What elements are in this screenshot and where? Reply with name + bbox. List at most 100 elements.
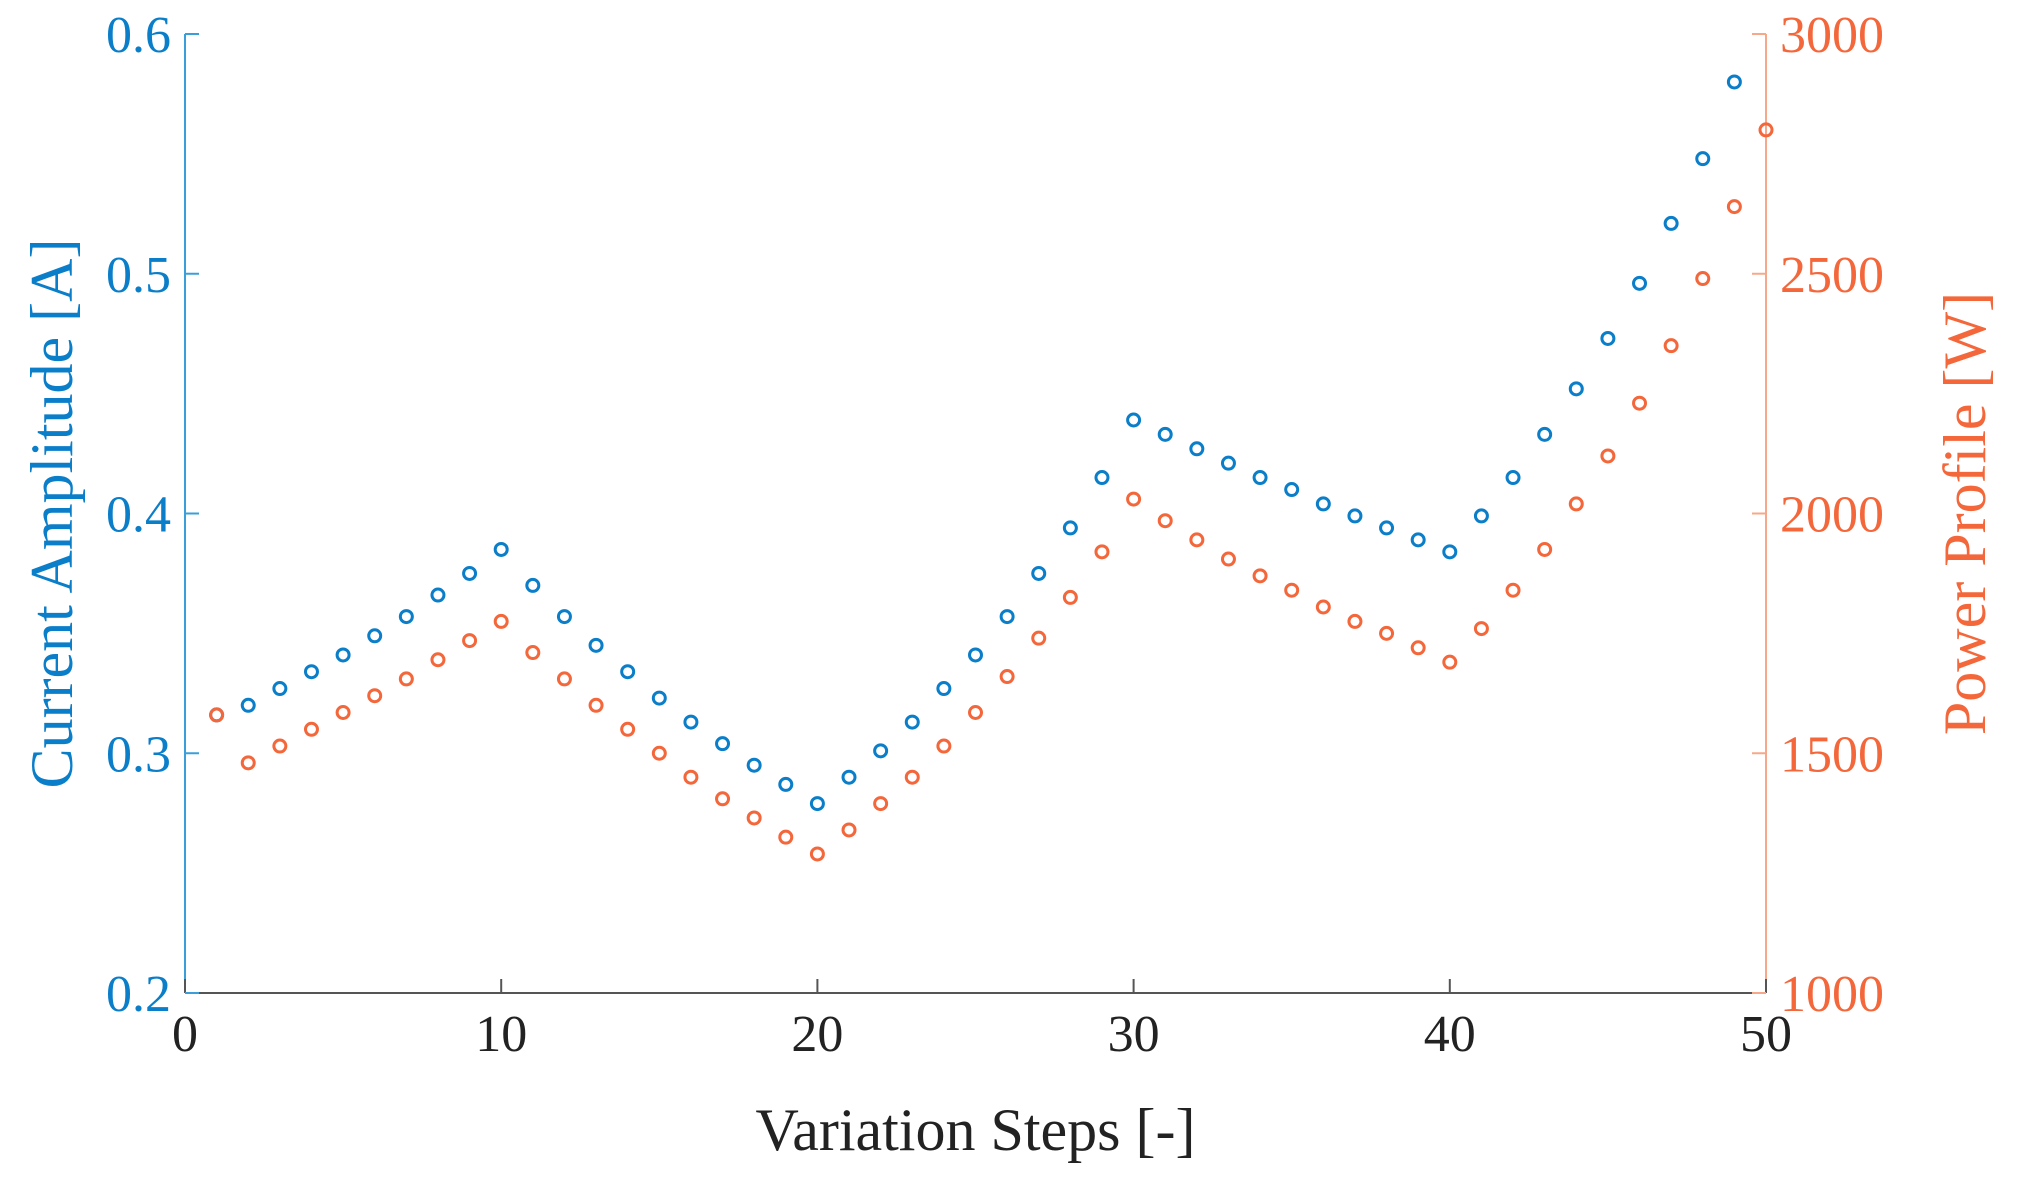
power-profile-point [1252,568,1268,584]
current-amplitude-point [588,637,604,653]
power-profile-point [999,669,1015,685]
current-amplitude-point [1600,330,1616,346]
axes [184,34,1767,994]
left-y-tick-label: 0.4 [106,487,171,544]
current-amplitude-point [1094,470,1110,486]
current-amplitude-point [746,757,762,773]
x-tick-label: 30 [1108,1006,1160,1063]
power-profile-point [778,829,794,845]
current-amplitude-point [683,714,699,730]
current-amplitude-point [556,609,572,625]
power-profile-point [1031,630,1047,646]
power-profile-point [335,704,351,720]
power-profile-point [1473,621,1489,637]
x-tick-label: 0 [172,1006,198,1063]
x-axis-title: Variation Steps [-] [756,1097,1196,1163]
current-amplitude-point [1284,482,1300,498]
power-profile-point [430,652,446,668]
current-amplitude-point [1252,470,1268,486]
current-amplitude-point [1157,426,1173,442]
current-amplitude-point [1379,520,1395,536]
power-profile-point [367,688,383,704]
current-amplitude-point [272,681,288,697]
current-amplitude-point [873,743,889,759]
power-profile-point [556,671,572,687]
power-profile-point [968,704,983,720]
power-profile-point [493,613,509,629]
power-profile-point [303,721,319,737]
current-amplitude-point [936,681,952,697]
power-profile-point [1537,541,1553,557]
x-tick-label: 40 [1424,1006,1476,1063]
left-y-tick-label: 0.2 [106,966,171,1023]
power-profile-point [1758,122,1774,138]
current-amplitude-point [240,697,256,713]
current-amplitude-point [1537,426,1553,442]
power-profile-point [1726,199,1742,215]
tick-labels: 0 10 20 30 40 50 0.2 0.3 0.4 0.5 0.6 1000 1500 2000 25… [106,7,1884,1063]
power-profile-point [462,633,478,649]
current-amplitude-point [1632,275,1648,291]
right-y-tick-label: 2000 [1780,487,1884,544]
left-y-tick-label: 0.3 [106,726,171,783]
current-amplitude-point [493,541,509,557]
current-amplitude-point [1031,565,1047,581]
x-tick-label: 20 [791,1006,843,1063]
power-profile-point [1315,599,1331,615]
left-y-axis-title: Current Amplitude [A] [19,239,85,789]
current-amplitude-point [1473,508,1489,524]
current-amplitude-point [999,609,1015,625]
current-amplitude-point [335,647,351,663]
current-amplitude-series [209,74,1742,812]
current-amplitude-point [968,647,983,663]
power-profile-point [1695,271,1711,287]
x-tick-label: 50 [1740,1006,1792,1063]
power-profile-point [1189,532,1205,548]
power-profile-point [651,745,667,761]
power-profile-point [240,755,256,771]
x-tick-label: 10 [475,1006,527,1063]
current-amplitude-point [1410,532,1426,548]
current-amplitude-point [1347,508,1363,524]
power-profile-point [715,791,731,807]
power-profile-point [1062,589,1078,605]
current-amplitude-point [809,796,825,812]
power-profile-point [1632,395,1648,411]
current-amplitude-point [1442,544,1458,560]
power-profile-point [1379,625,1395,641]
tick-marks [184,33,1767,994]
current-amplitude-point [1220,455,1236,471]
power-profile-point [1505,582,1521,598]
power-profile-point [904,769,920,785]
power-profile-point [209,707,225,723]
power-profile-point [809,846,825,862]
power-profile-point [1568,496,1584,512]
current-amplitude-point [525,577,541,593]
current-amplitude-point [1568,381,1584,397]
power-profile-point [841,822,857,838]
power-profile-point [683,769,699,785]
power-profile-point [1126,491,1142,507]
current-amplitude-point [841,769,857,785]
current-amplitude-point [1695,151,1711,167]
current-amplitude-point [430,587,446,603]
power-profile-point [1347,613,1363,629]
right-y-tick-label: 1000 [1780,966,1884,1023]
power-profile-point [1600,448,1616,464]
power-profile-point [1284,582,1300,598]
current-amplitude-point [651,690,667,706]
left-y-tick-label: 0.6 [106,7,171,64]
power-profile-point [1410,640,1426,656]
current-amplitude-point [1189,441,1205,457]
power-profile-series [209,122,1774,862]
power-profile-point [1094,544,1110,560]
power-profile-point [620,721,636,737]
current-amplitude-point [1726,74,1742,90]
power-profile-point [1157,513,1173,529]
right-y-tick-label: 2500 [1780,247,1884,304]
power-profile-point [1442,654,1458,670]
current-amplitude-point [1663,215,1679,231]
current-amplitude-point [398,609,414,625]
current-amplitude-point [620,664,636,680]
